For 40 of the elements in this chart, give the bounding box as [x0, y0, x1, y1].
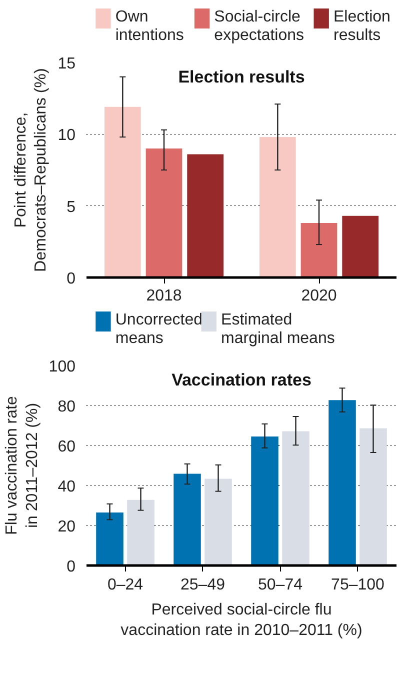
bar	[104, 106, 141, 278]
x-tick-label: 0–24	[107, 576, 144, 594]
y-axis-title: Flu vaccination rate in 2011–2012 (%)	[3, 396, 41, 535]
bar	[204, 478, 232, 566]
x-tick-label: 75–100	[331, 576, 385, 594]
legend-label: Social-circle expectations	[214, 8, 304, 44]
bar	[174, 474, 201, 566]
bar	[259, 137, 296, 278]
legend-label: Election results	[334, 8, 390, 44]
bar	[342, 216, 379, 278]
y-tick-label: 0	[66, 270, 76, 288]
y-tick-label: 100	[48, 358, 76, 376]
legend-label: Uncorrected means	[115, 312, 203, 348]
chart-title: Election results	[178, 68, 305, 86]
bar	[127, 500, 154, 566]
x-tick-label: 25–49	[180, 576, 226, 594]
y-axis-title: Point difference, Democrats–Republicans (%)	[12, 68, 50, 272]
y-tick-label: 60	[58, 438, 76, 456]
x-tick-label: 2018	[146, 288, 182, 304]
y-tick-label: 10	[58, 127, 76, 144]
x-tick-label: 50–74	[258, 576, 303, 594]
x-axis-title: Perceived social-circle flu vaccination rate in 2010–2011 (%)	[120, 602, 362, 639]
bar	[328, 400, 356, 566]
bar	[282, 431, 310, 566]
y-tick-label: 5	[66, 198, 76, 216]
legend-label: Own intentions	[115, 8, 184, 44]
bar	[146, 148, 182, 278]
y-tick-label: 0	[66, 558, 76, 576]
bar	[187, 154, 224, 278]
bar	[360, 428, 387, 566]
y-tick-label: 80	[58, 398, 76, 416]
y-tick-label: 40	[58, 478, 76, 496]
chart-title: Vaccination rates	[172, 370, 312, 390]
bar	[300, 223, 338, 278]
x-tick-label: 2020	[301, 288, 337, 304]
y-tick-label: 15	[58, 56, 76, 72]
bar	[96, 512, 124, 566]
legend-label: Estimated marginal means	[221, 312, 335, 348]
bar	[251, 436, 278, 566]
y-tick-label: 20	[58, 518, 76, 536]
